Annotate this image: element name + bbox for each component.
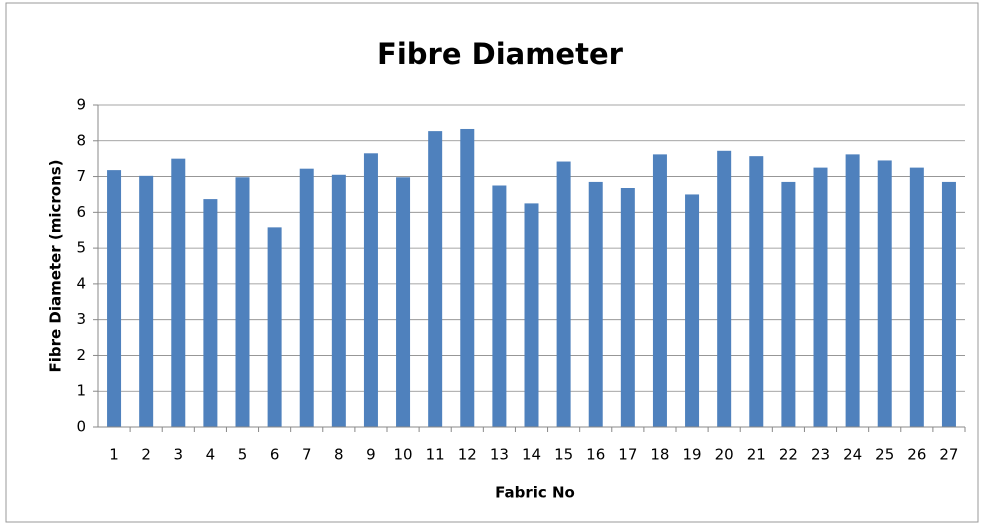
x-tick-label: 15 (554, 446, 573, 464)
bar (460, 128, 475, 427)
bar (267, 227, 282, 427)
y-tick-label: 4 (76, 274, 86, 292)
bar (813, 167, 828, 427)
x-tick-label: 9 (366, 446, 376, 464)
y-tick-label: 6 (76, 203, 86, 221)
y-axis-label: Fibre Diameter (microns) (47, 159, 65, 372)
bar (524, 203, 539, 427)
x-tick-label: 21 (747, 446, 766, 464)
bar (492, 185, 507, 427)
x-tick-label: 6 (270, 446, 280, 464)
x-tick-label: 16 (586, 446, 605, 464)
x-tick-label: 11 (426, 446, 445, 464)
x-tick-label: 25 (875, 446, 894, 464)
bar (203, 199, 218, 427)
x-tick-label: 8 (334, 446, 344, 464)
bar (107, 170, 122, 428)
bar (556, 161, 571, 428)
bar (845, 154, 860, 427)
x-tick-label: 23 (811, 446, 830, 464)
x-tick-label: 19 (683, 446, 702, 464)
x-tick-label: 13 (490, 446, 509, 464)
bar (620, 188, 635, 427)
bar (139, 175, 154, 427)
bar (331, 174, 346, 427)
x-tick-label: 22 (779, 446, 798, 464)
bar (781, 181, 796, 427)
bar (396, 177, 411, 427)
bar (717, 150, 732, 427)
bar (749, 156, 764, 427)
y-tick-label: 1 (76, 382, 86, 400)
x-tick-label: 3 (174, 446, 184, 464)
x-tick-label: 26 (907, 446, 926, 464)
y-tick-label: 7 (76, 167, 86, 185)
bar (299, 168, 314, 427)
bar (941, 181, 956, 427)
x-tick-label: 18 (650, 446, 669, 464)
x-axis-label: Fabric No (495, 484, 575, 502)
y-tick-label: 2 (76, 346, 86, 364)
bar (428, 131, 443, 427)
x-tick-label: 17 (618, 446, 637, 464)
x-tick-label: 5 (238, 446, 248, 464)
x-tick-label: 14 (522, 446, 541, 464)
bar (588, 181, 603, 427)
bar (363, 153, 378, 428)
x-tick-label: 24 (843, 446, 862, 464)
y-tick-label: 8 (76, 131, 86, 149)
x-tick-label: 7 (302, 446, 312, 464)
bar (171, 158, 186, 427)
y-tick-label: 0 (76, 418, 86, 436)
x-tick-label: 20 (715, 446, 734, 464)
x-tick-label: 4 (206, 446, 216, 464)
x-tick-label: 1 (109, 446, 119, 464)
x-tick-label: 27 (939, 446, 958, 464)
y-tick-label: 5 (76, 239, 86, 257)
bar (909, 167, 924, 427)
chart-title: Fibre Diameter (377, 37, 624, 71)
y-tick-label: 9 (76, 96, 86, 114)
bar (652, 154, 667, 427)
x-tick-label: 10 (394, 446, 413, 464)
y-tick-label: 3 (76, 310, 86, 328)
bar (877, 160, 892, 427)
bar (685, 194, 700, 427)
bar (235, 177, 250, 427)
x-tick-label: 12 (458, 446, 477, 464)
x-tick-label: 2 (141, 446, 151, 464)
